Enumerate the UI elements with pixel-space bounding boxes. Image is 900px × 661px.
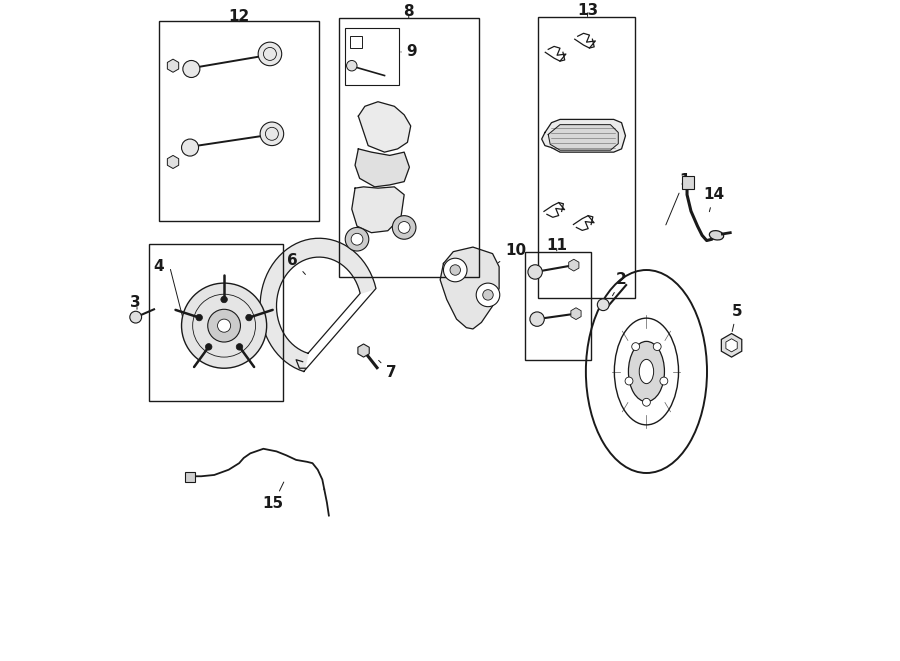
Circle shape xyxy=(182,283,266,368)
Polygon shape xyxy=(358,102,410,152)
Polygon shape xyxy=(726,338,737,352)
Text: 13: 13 xyxy=(577,3,598,18)
Circle shape xyxy=(444,258,467,282)
Circle shape xyxy=(530,312,544,327)
Text: 6: 6 xyxy=(287,253,305,274)
Text: 4: 4 xyxy=(153,259,164,274)
Circle shape xyxy=(643,399,651,407)
Text: 7: 7 xyxy=(379,360,396,380)
Circle shape xyxy=(260,122,284,145)
Circle shape xyxy=(626,377,633,385)
Circle shape xyxy=(653,342,662,350)
Circle shape xyxy=(476,283,500,307)
Circle shape xyxy=(258,42,282,65)
Polygon shape xyxy=(260,238,376,371)
Circle shape xyxy=(196,314,202,321)
Ellipse shape xyxy=(709,231,724,240)
Circle shape xyxy=(598,299,609,311)
Text: 1: 1 xyxy=(666,173,689,225)
Circle shape xyxy=(236,344,243,350)
Circle shape xyxy=(182,139,199,156)
Circle shape xyxy=(346,60,357,71)
Text: 5: 5 xyxy=(732,304,742,331)
Circle shape xyxy=(208,309,240,342)
Circle shape xyxy=(632,342,640,350)
Polygon shape xyxy=(548,125,618,150)
Circle shape xyxy=(399,221,410,233)
Polygon shape xyxy=(358,344,369,357)
Polygon shape xyxy=(167,59,179,72)
Text: 2: 2 xyxy=(613,272,627,295)
Polygon shape xyxy=(167,155,179,169)
Bar xyxy=(350,36,363,48)
Bar xyxy=(682,176,694,190)
Circle shape xyxy=(450,265,461,275)
Circle shape xyxy=(218,319,230,332)
Circle shape xyxy=(346,227,369,251)
Ellipse shape xyxy=(628,341,664,402)
Polygon shape xyxy=(571,308,581,319)
Bar xyxy=(526,253,590,360)
Text: 3: 3 xyxy=(130,295,141,310)
Text: 14: 14 xyxy=(703,187,724,212)
Circle shape xyxy=(528,265,543,279)
Text: 8: 8 xyxy=(403,4,414,19)
Circle shape xyxy=(130,311,141,323)
Text: 12: 12 xyxy=(229,9,250,24)
Text: 9: 9 xyxy=(400,44,418,59)
Bar xyxy=(338,18,480,276)
Text: 11: 11 xyxy=(546,238,567,253)
Circle shape xyxy=(183,60,200,77)
Circle shape xyxy=(392,215,416,239)
Circle shape xyxy=(205,344,212,350)
Circle shape xyxy=(482,290,493,300)
Circle shape xyxy=(246,314,252,321)
Text: 15: 15 xyxy=(263,482,284,511)
Polygon shape xyxy=(569,259,579,271)
Ellipse shape xyxy=(639,360,653,383)
Polygon shape xyxy=(542,120,625,152)
Bar xyxy=(158,21,319,221)
Circle shape xyxy=(351,233,363,245)
Polygon shape xyxy=(440,247,500,329)
Polygon shape xyxy=(356,149,410,187)
Bar xyxy=(538,17,635,298)
Bar xyxy=(184,472,195,481)
Circle shape xyxy=(220,296,228,303)
Bar xyxy=(148,244,283,401)
Polygon shape xyxy=(352,187,404,233)
Polygon shape xyxy=(722,334,742,357)
Text: 10: 10 xyxy=(495,243,526,265)
Bar xyxy=(346,28,399,85)
Circle shape xyxy=(660,377,668,385)
